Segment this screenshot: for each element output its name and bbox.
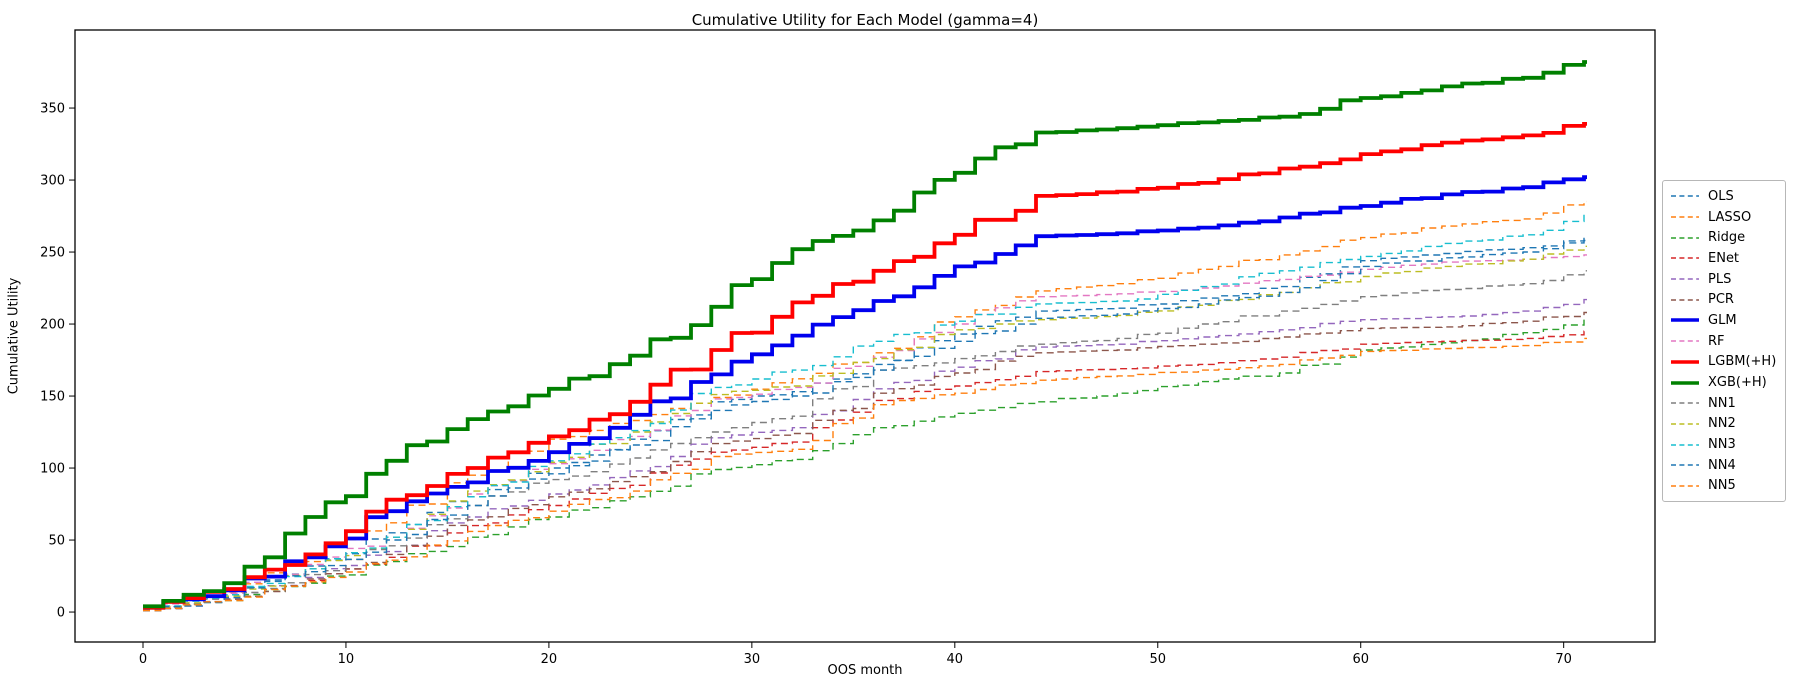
legend: OLS LASSO Ridge ENet PLS PCR GLM RF LGBM(+H) XGB(… [1662, 180, 1786, 503]
legend-item-rf: RF [1670, 331, 1778, 352]
legend-label: NN5 [1708, 478, 1736, 494]
y-tick-label: 150 [40, 390, 65, 405]
x-tick-label: 10 [338, 652, 355, 667]
series-line-xgb-h- [143, 60, 1587, 609]
series-line-ols [143, 235, 1587, 610]
legend-item-enet: ENet [1670, 248, 1778, 269]
legend-item-nn1: NN1 [1670, 393, 1778, 414]
legend-line-sample [1671, 298, 1699, 301]
legend-label: PLS [1708, 271, 1732, 287]
chart-title: Cumulative Utility for Each Model (gamma… [691, 11, 1039, 29]
x-tick-label: 0 [139, 652, 147, 667]
legend-line-sample [1671, 278, 1699, 280]
legend-label: NN2 [1708, 416, 1736, 432]
legend-label: LGBM(+H) [1708, 354, 1777, 370]
y-tick-label: 350 [40, 102, 65, 117]
y-axis-label: Cumulative Utility [6, 277, 22, 395]
x-tick-label: 20 [541, 652, 558, 667]
legend-label: NN3 [1708, 437, 1736, 453]
legend-line-sample [1671, 195, 1699, 198]
legend-label: NN4 [1708, 457, 1736, 473]
x-axis-label: OOS month [827, 663, 903, 678]
legend-item-xgb-h-: XGB(+H) [1670, 372, 1778, 393]
legend-label: PCR [1708, 292, 1734, 308]
legend-item-nn5: NN5 [1670, 476, 1778, 497]
legend-label: ENet [1708, 250, 1740, 266]
legend-item-ols: OLS [1670, 186, 1778, 207]
y-tick-label: 200 [40, 318, 65, 333]
x-tick-label: 60 [1352, 652, 1369, 667]
series-line-pls [143, 298, 1587, 612]
legend-line-sample [1671, 318, 1699, 323]
x-tick-label: 70 [1555, 652, 1572, 667]
legend-line-sample [1671, 402, 1699, 405]
legend-line-sample [1671, 464, 1699, 467]
series-line-glm [143, 175, 1587, 610]
y-tick-label: 300 [40, 174, 65, 189]
series-line-nn2 [143, 245, 1587, 610]
series-line-pcr [143, 311, 1587, 612]
legend-line-sample [1671, 360, 1699, 364]
x-tick-label: 30 [744, 652, 761, 667]
series-line-nn1 [143, 270, 1587, 612]
legend-label: NN1 [1708, 395, 1736, 411]
x-tick-label: 50 [1149, 652, 1166, 667]
axes-frame [74, 29, 1656, 643]
legend-item-ridge: Ridge [1670, 227, 1778, 248]
legend-line-sample [1671, 340, 1699, 342]
y-tick-label: 0 [57, 606, 65, 621]
series-line-nn3 [143, 213, 1587, 610]
legend-line-sample [1671, 236, 1699, 239]
legend-line-sample [1671, 380, 1699, 385]
y-tick-label: 100 [40, 462, 65, 477]
legend-label: GLM [1708, 312, 1737, 328]
legend-item-pcr: PCR [1670, 289, 1778, 310]
legend-label: Ridge [1708, 230, 1746, 246]
y-tick-label: 250 [40, 246, 65, 261]
legend-line-sample [1671, 485, 1699, 487]
y-tick-label: 50 [48, 534, 65, 549]
legend-line-sample [1671, 216, 1699, 218]
legend-line-sample [1671, 423, 1699, 425]
legend-label: OLS [1708, 188, 1734, 204]
series-line-nn5 [143, 337, 1587, 612]
legend-label: RF [1708, 333, 1725, 349]
x-tick-label: 40 [947, 652, 964, 667]
legend-item-glm: GLM [1670, 310, 1778, 331]
legend-item-lgbm-h-: LGBM(+H) [1670, 352, 1778, 373]
legend-item-lasso: LASSO [1670, 207, 1778, 228]
series-line-lgbm-h- [143, 122, 1587, 610]
series-line-nn4 [143, 239, 1587, 612]
legend-label: XGB(+H) [1708, 375, 1767, 391]
legend-line-sample [1671, 257, 1699, 260]
legend-label: LASSO [1708, 209, 1752, 225]
legend-item-pls: PLS [1670, 269, 1778, 290]
legend-item-nn3: NN3 [1670, 434, 1778, 455]
legend-item-nn4: NN4 [1670, 455, 1778, 476]
legend-item-nn2: NN2 [1670, 414, 1778, 435]
legend-line-sample [1671, 443, 1699, 446]
